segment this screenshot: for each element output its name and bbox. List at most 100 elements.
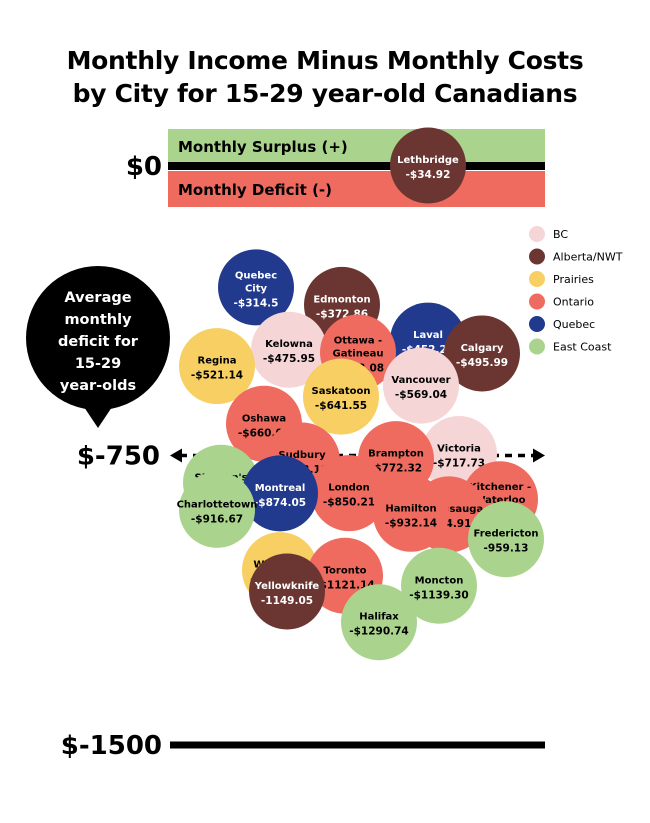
bubble-city-label: Kitchener - <box>469 482 531 493</box>
bubble-value-label: -1149.05 <box>261 595 313 607</box>
bubble-value-label: -$495.99 <box>456 357 508 369</box>
legend-swatch <box>529 226 545 242</box>
bubble-value-label: -$521.14 <box>191 370 243 382</box>
bubble-city-label: Quebec <box>235 270 277 281</box>
bubble-circle <box>303 358 379 435</box>
average-callout-text: Average <box>64 290 131 306</box>
axis-tick-label: $-750 <box>77 442 160 472</box>
chart-title-line-1: Monthly Income Minus Monthly Costs <box>66 46 584 75</box>
bubble-circle <box>468 501 544 578</box>
legend-item-quebec: Quebec <box>529 316 595 332</box>
bubble-circle <box>401 547 477 624</box>
bubble-city-label: Charlottetown <box>177 499 258 510</box>
bubble-city-label: Brampton <box>368 449 424 460</box>
bubble-city-label: Oshawa <box>242 413 286 424</box>
bubble-saskatoon: Saskatoon -$641.55 <box>303 358 379 435</box>
legend-item-ontario: Ontario <box>529 293 594 310</box>
bubble-circle <box>218 249 294 326</box>
bubble-city-label: Mississauga <box>415 504 483 515</box>
bubble-city-label: Saskatoon <box>312 386 371 397</box>
bubble-city-label: London <box>328 483 370 494</box>
bubble-value-label: -$34.92 <box>406 169 451 181</box>
deficit-band-label: Monthly Deficit (-) <box>178 181 332 199</box>
bubble-quebec-city: Quebec City -$314.5 <box>218 249 294 326</box>
legend-label: BC <box>553 228 568 241</box>
bubble-calgary: Calgary -$495.99 <box>444 315 520 392</box>
average-callout-text: deficit for <box>58 334 139 350</box>
bubble-halifax: Halifax -$1290.74 <box>341 584 417 661</box>
bubble-fredericton: Fredericton -959.13 <box>468 501 544 578</box>
bubble-city-label: Calgary <box>461 343 504 354</box>
legend-swatch <box>529 316 545 332</box>
average-callout-pointer <box>82 404 114 428</box>
bubble-city-label: Halifax <box>359 612 399 623</box>
axis-tick-label: $0 <box>126 152 162 182</box>
deficit-band <box>168 171 545 207</box>
legend-item-bc: BC <box>529 226 568 242</box>
bubble-circle <box>311 455 387 532</box>
bubble-charlottetown: Charlottetown -$916.67 <box>177 471 258 548</box>
bubble-value-label: -$475.95 <box>263 353 315 365</box>
bubble-hamilton: Hamilton -$932.14 <box>373 475 449 552</box>
surplus-band-label: Monthly Surplus (+) <box>178 138 348 156</box>
bubble-value-label: -$850.21 <box>323 497 375 509</box>
bubble-value-label: -$641.55 <box>315 400 367 412</box>
bubble-value-label: -959.13 <box>484 543 529 555</box>
bubble-value-label: -$1290.74 <box>349 626 409 638</box>
chart-title-line-2: by City for 15-29 year-old Canadians <box>72 79 578 108</box>
bubble-city-label: Gatineau <box>333 348 384 359</box>
bubble-city-label: Laval <box>413 330 443 341</box>
bubble-city-label: Waterloo <box>474 495 525 506</box>
legend-label: Ontario <box>553 296 594 309</box>
bubble-circle <box>242 455 318 532</box>
bubble-city-label: Montreal <box>255 483 306 494</box>
bubble-value-label: -$314.5 <box>234 297 279 309</box>
average-callout-text: 15-29 <box>75 356 121 372</box>
bubble-montreal: Montreal -$874.05 <box>242 455 318 532</box>
bubble-value-label: -$1121.14 <box>315 579 375 591</box>
bubble-value-label: -$916.67 <box>191 513 243 525</box>
chart-title: Monthly Income Minus Monthly Costs by Ci… <box>0 44 650 110</box>
bubble-city-label: Fredericton <box>474 529 539 540</box>
bubble-city-label: Toronto <box>324 565 367 576</box>
bubble-circle <box>179 328 255 405</box>
legend-swatch <box>529 248 545 265</box>
bubble-moncton: Moncton -$1139.30 <box>401 547 477 624</box>
bubble-city-label: Sudbury <box>278 450 326 461</box>
legend-swatch <box>529 293 545 310</box>
bubble-city-label: Moncton <box>415 575 464 586</box>
bubble-circle <box>373 475 449 552</box>
bubble-city-label: Lethbridge <box>397 155 459 166</box>
bubble-london: London -$850.21 <box>311 455 387 532</box>
bubble-circle <box>390 127 466 204</box>
average-callout-text: monthly <box>64 312 132 328</box>
bubble-value-label: -$874.05 <box>254 497 306 509</box>
bubble-city-label: City <box>245 283 268 294</box>
legend-swatch <box>529 338 545 355</box>
bubble-city-label: Vancouver <box>391 375 450 386</box>
legend-swatch <box>529 271 545 287</box>
bubble-regina: Regina -$521.14 <box>179 328 255 405</box>
legend-item-east-coast: East Coast <box>529 338 612 355</box>
legend-item-alberta-nwt: Alberta/NWT <box>529 248 623 265</box>
axis-tick-label: $-1500 <box>61 731 162 761</box>
bubble-circle <box>179 471 255 548</box>
bubble-kelowna: Kelowna -$475.95 <box>251 311 327 388</box>
bubble-circle <box>341 584 417 661</box>
bubble-city-label: Hamilton <box>385 503 436 514</box>
legend-label: Prairies <box>553 273 594 286</box>
bubble-city-label: Edmonton <box>313 294 370 305</box>
bubble-city-label: Ottawa - <box>334 335 382 346</box>
average-line-left-arrow <box>170 448 182 463</box>
bubble-yellowknife: Yellowknife -1149.05 <box>249 553 325 630</box>
bubble-value-label: -$772.32 <box>370 463 422 475</box>
bubble-value-label: -$932.14 <box>385 517 437 529</box>
average-callout-text: year-olds <box>60 378 136 394</box>
bubble-circle <box>383 347 459 424</box>
average-line-right-arrow <box>533 448 545 463</box>
average-callout-bubble <box>26 266 170 410</box>
bubble-circle <box>251 311 327 388</box>
legend-label: Alberta/NWT <box>553 251 623 264</box>
bubble-value-label: -$1139.30 <box>409 589 469 601</box>
